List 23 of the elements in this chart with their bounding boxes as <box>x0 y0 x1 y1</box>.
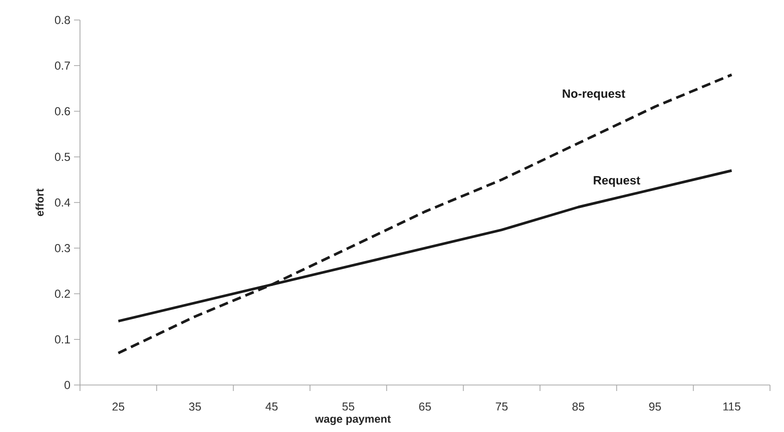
x-tick-label: 65 <box>419 402 431 411</box>
y-tick-label: 0.2 <box>54 290 70 298</box>
y-tick-label: 0.1 <box>54 335 70 344</box>
x-tick-label: 75 <box>496 402 508 411</box>
x-tick-label: 35 <box>189 402 201 411</box>
y-tick-label: 0 <box>64 380 70 390</box>
y-tick-label: 0.8 <box>54 16 70 24</box>
series-label: Request <box>594 176 640 187</box>
x-tick-label: 115 <box>723 402 740 411</box>
x-axis-title: wage payment <box>315 416 391 426</box>
x-tick-label: 95 <box>649 402 661 411</box>
y-axis-title: effort <box>36 188 44 216</box>
y-tick-label: 0.6 <box>54 107 70 116</box>
y-tick-label: 0.7 <box>54 62 70 70</box>
series-label: No-request <box>562 89 626 100</box>
x-tick-label: 45 <box>266 402 278 411</box>
y-tick-label: 0.5 <box>54 152 70 161</box>
x-tick-label: 55 <box>342 402 354 411</box>
y-tick-label: 0.3 <box>54 244 70 252</box>
x-tick-label: 85 <box>572 402 584 411</box>
y-tick-label: 0.4 <box>54 198 70 207</box>
line-series <box>117 73 733 354</box>
x-tick-label: 25 <box>112 402 124 411</box>
